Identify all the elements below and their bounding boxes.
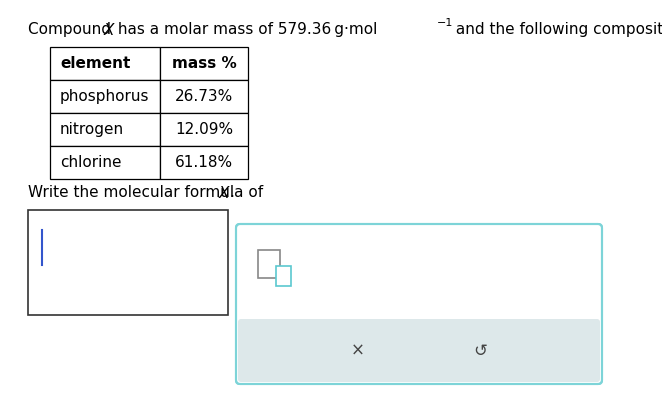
Text: −1: −1 (437, 18, 453, 28)
Bar (50, 146, 160, 179)
Bar (28, 210, 228, 315)
Text: element: element (60, 56, 130, 71)
Text: nitrogen: nitrogen (60, 122, 124, 137)
Bar (160, 47, 248, 80)
Text: $\mathit{X}$: $\mathit{X}$ (218, 185, 232, 201)
Text: Write the molecular formula of: Write the molecular formula of (28, 185, 268, 200)
Text: ↺: ↺ (473, 342, 487, 360)
FancyBboxPatch shape (238, 319, 600, 382)
Bar (276, 266, 291, 286)
Text: chlorine: chlorine (60, 155, 122, 170)
Bar (50, 113, 160, 146)
Text: mass %: mass % (171, 56, 236, 71)
Bar (50, 47, 160, 80)
Text: 12.09%: 12.09% (175, 122, 233, 137)
Text: ×: × (352, 342, 365, 360)
Text: .: . (229, 185, 234, 200)
Bar (160, 80, 248, 113)
Text: 61.18%: 61.18% (175, 155, 233, 170)
Text: $\mathit{X}$: $\mathit{X}$ (103, 22, 117, 38)
Text: 26.73%: 26.73% (175, 89, 233, 104)
Bar (50, 80, 160, 113)
Bar (160, 146, 248, 179)
Bar (258, 250, 280, 278)
Text: Compound: Compound (28, 22, 116, 37)
FancyBboxPatch shape (236, 224, 602, 384)
Text: phosphorus: phosphorus (60, 89, 150, 104)
Bar (160, 113, 248, 146)
Text: and the following composition:: and the following composition: (451, 22, 662, 37)
Text: has a molar mass of 579.36 g·mol: has a molar mass of 579.36 g·mol (113, 22, 377, 37)
